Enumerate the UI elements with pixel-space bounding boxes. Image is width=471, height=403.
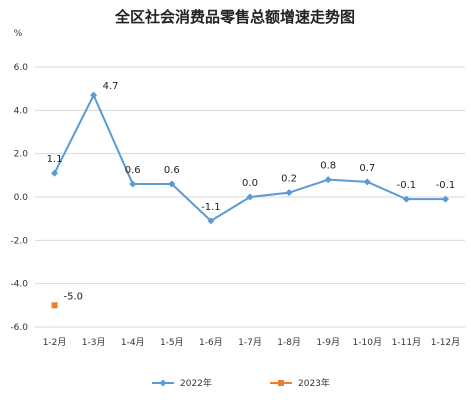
data-label: 0.7 bbox=[359, 163, 375, 174]
data-label: 1.1 bbox=[47, 154, 63, 165]
series-layer bbox=[51, 91, 449, 309]
x-axis-ticks: 1-2月 1-3月 1-4月 1-5月 1-6月 1-7月 1-8月 1-9月 1-10月 1-1… bbox=[43, 337, 460, 348]
data-point bbox=[285, 189, 293, 197]
x-tick-label: 1-5月 bbox=[160, 337, 184, 348]
y-tick-label: -4.0 bbox=[10, 280, 28, 290]
data-label: -1.1 bbox=[201, 202, 221, 213]
data-point bbox=[441, 195, 449, 203]
data-label: -0.1 bbox=[397, 180, 417, 191]
data-label: 0.2 bbox=[281, 174, 297, 185]
x-tick-label: 1-6月 bbox=[199, 337, 223, 348]
y-tick-label: 2.0 bbox=[14, 150, 29, 160]
x-tick-label: 1-8月 bbox=[277, 337, 301, 348]
data-label: 4.7 bbox=[103, 81, 119, 92]
x-tick-label: 1-2月 bbox=[43, 337, 67, 348]
data-point bbox=[402, 195, 410, 203]
legend: 2022年 2023年 bbox=[152, 377, 330, 389]
data-point bbox=[90, 91, 98, 99]
data-point bbox=[207, 217, 215, 225]
legend-label: 2022年 bbox=[180, 377, 212, 389]
y-tick-label: 4.0 bbox=[14, 106, 29, 116]
chart-title: 全区社会消费品零售总额增速走势图 bbox=[114, 8, 355, 26]
data-point bbox=[51, 302, 58, 309]
x-tick-label: 1-11月 bbox=[392, 337, 421, 348]
x-tick-label: 1-12月 bbox=[431, 337, 460, 348]
data-point bbox=[129, 180, 137, 188]
data-point bbox=[246, 193, 254, 201]
y-tick-label: 6.0 bbox=[14, 63, 29, 73]
data-point bbox=[51, 169, 59, 177]
y-tick-label: 0.0 bbox=[14, 193, 29, 203]
y-tick-label: -2.0 bbox=[10, 236, 28, 246]
y-axis-unit-label: % bbox=[14, 29, 23, 39]
y-tick-label: -6.0 bbox=[10, 323, 28, 333]
data-label: -5.0 bbox=[64, 291, 84, 302]
data-point bbox=[363, 178, 371, 186]
data-label: 0.6 bbox=[125, 165, 141, 176]
data-label: -0.1 bbox=[436, 180, 456, 191]
x-tick-label: 1-10月 bbox=[353, 337, 382, 348]
data-labels: 1.1 4.7 0.6 0.6 -1.1 0.0 0.2 0.8 0.7 -0.1 -0.1 -5.0 bbox=[47, 81, 456, 302]
legend-marker bbox=[278, 380, 284, 386]
legend-marker bbox=[159, 379, 167, 387]
legend-label: 2023年 bbox=[298, 377, 330, 389]
series-line bbox=[53, 92, 446, 223]
data-label: 0.0 bbox=[242, 178, 258, 189]
x-tick-label: 1-3月 bbox=[82, 337, 106, 348]
x-tick-label: 1-4月 bbox=[121, 337, 145, 348]
y-axis-ticks: 6.0 4.0 2.0 0.0 -2.0 -4.0 -6.0 bbox=[10, 63, 28, 333]
gridlines bbox=[35, 66, 465, 328]
x-tick-label: 1-7月 bbox=[238, 337, 262, 348]
x-tick-label: 1-9月 bbox=[316, 337, 340, 348]
data-label: 0.8 bbox=[320, 161, 336, 172]
data-point bbox=[324, 176, 332, 184]
data-label: 0.6 bbox=[164, 165, 180, 176]
data-point bbox=[168, 180, 176, 188]
